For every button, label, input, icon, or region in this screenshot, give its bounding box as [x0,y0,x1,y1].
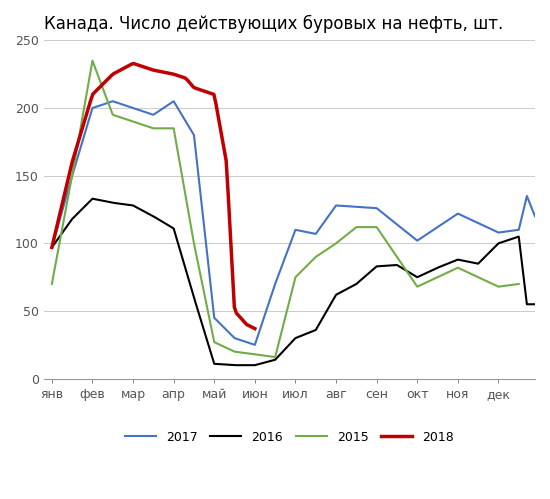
2016 [495,241,502,247]
Line: 2018: 2018 [52,64,255,329]
2017 [433,225,439,231]
2017 [251,342,258,348]
2017 [495,230,502,236]
2017 [378,209,384,215]
2015 [445,269,452,275]
2015 [328,244,334,250]
2018 [155,68,162,74]
2016 [483,253,490,259]
2017 [498,229,505,235]
2018 [130,61,137,67]
Legend: 2017, 2016, 2015, 2018: 2017, 2016, 2015, 2018 [120,426,459,449]
2017 [109,98,116,104]
2016 [378,263,384,269]
2016 [532,301,538,307]
2016 [498,240,505,246]
2017 [48,245,55,250]
2018 [87,97,94,103]
2015 [48,281,55,287]
2015 [338,237,344,243]
2016 [48,245,55,250]
2015 [50,272,57,278]
2015 [272,354,278,360]
Line: 2017: 2017 [52,101,535,345]
Text: Канада. Число действующих буровых на нефть, шт.: Канада. Число действующих буровых на неф… [44,15,503,33]
2017 [483,224,490,230]
2018 [237,315,244,321]
2017 [202,231,208,237]
2018 [172,71,178,77]
2016 [433,265,439,271]
2015 [515,281,522,287]
2018 [251,326,258,332]
2016 [89,196,96,202]
2016 [202,330,208,336]
2018 [243,321,250,327]
2016 [231,362,238,368]
2017 [532,213,538,219]
2018 [48,245,55,250]
2018 [96,85,102,91]
Line: 2015: 2015 [52,61,519,357]
2015 [475,274,481,280]
2015 [89,58,96,64]
Line: 2016: 2016 [52,199,535,365]
2015 [329,243,336,249]
